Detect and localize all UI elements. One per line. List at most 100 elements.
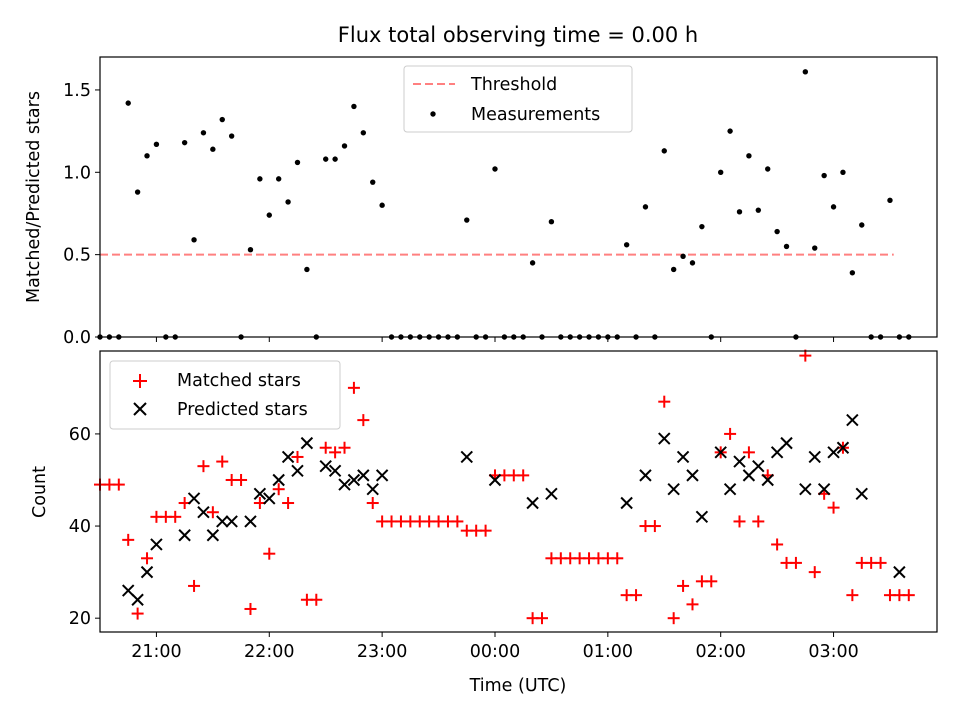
x-tick-label: 01:00	[583, 642, 633, 662]
legend-matched-swatch	[133, 374, 147, 388]
predicted-star-point	[216, 515, 229, 528]
measurement-point	[774, 228, 780, 235]
predicted-star-point	[855, 487, 868, 501]
matched-star-point	[479, 524, 492, 537]
measurement-point	[464, 217, 470, 223]
measurement-point	[304, 266, 310, 273]
x-tick-label: 21:00	[131, 642, 181, 662]
matched-star-point	[808, 566, 821, 579]
measurement-point	[144, 153, 150, 159]
matched-star-point	[319, 441, 332, 454]
predicted-star-point	[620, 496, 633, 510]
predicted-star-point	[526, 496, 539, 510]
measurement-point	[275, 176, 282, 182]
legend-predicted-label: Predicted stars	[177, 400, 308, 420]
measurement-point	[210, 146, 216, 152]
matched-star-point	[658, 395, 671, 408]
measurement-point	[680, 253, 686, 259]
bottom-legend-box	[109, 360, 341, 430]
measurement-point	[332, 156, 338, 162]
measurement-point	[360, 130, 367, 136]
matched-star-point	[799, 349, 812, 362]
measurement-point	[379, 202, 385, 208]
top-y-tick-label: 0.0	[63, 328, 91, 348]
matched-star-point	[677, 579, 690, 592]
matched-star-point	[338, 441, 351, 454]
predicted-star-point	[780, 436, 793, 450]
predicted-star-point	[347, 473, 361, 487]
predicted-star-point	[225, 515, 238, 528]
predicted-star-point	[742, 469, 756, 482]
matched-star-point	[188, 579, 201, 592]
measurement-point	[859, 222, 865, 228]
measurement-point	[285, 199, 291, 205]
measurement-point	[529, 260, 536, 266]
measurement-point	[661, 148, 667, 154]
legend-measurements-label: Measurements	[471, 105, 600, 125]
predicted-star-point	[140, 565, 154, 579]
matched-star-point	[282, 497, 295, 510]
matched-star-point	[536, 612, 549, 625]
predicted-star-point	[545, 487, 558, 501]
predicted-star-point	[667, 482, 680, 496]
measurement-point	[548, 219, 555, 225]
measurement-point	[492, 166, 498, 172]
predicted-star-point	[658, 432, 671, 445]
top-y-tick-label: 0.5	[63, 246, 91, 266]
matched-star-point	[347, 381, 360, 394]
measurement-point	[783, 243, 790, 250]
matched-star-point	[611, 552, 624, 565]
chart-title: Flux total observing time = 0.00 h	[338, 23, 698, 47]
matched-star-point	[752, 515, 765, 528]
bottom-plot-data	[94, 349, 915, 625]
bottom-x-axis-label: Time (UTC)	[469, 676, 567, 696]
predicted-star-point	[357, 469, 370, 482]
matched-star-point	[742, 446, 755, 459]
measurement-point	[153, 141, 160, 147]
matched-star-point	[686, 598, 699, 611]
measurement-point	[689, 260, 696, 266]
matched-star-point	[705, 575, 718, 588]
matched-star-point	[329, 446, 342, 459]
measurement-point	[727, 128, 733, 134]
measurement-point	[755, 207, 762, 213]
matched-star-point	[902, 589, 915, 602]
measurement-point	[341, 143, 348, 149]
bottom-panel: 20 40 60 21:00 22:00 23:00 00:00 01:00 02:00 03:…	[30, 349, 938, 696]
matched-star-point	[291, 450, 304, 463]
predicted-star-point	[375, 469, 389, 482]
measurement-point	[812, 245, 818, 251]
predicted-star-point	[131, 593, 144, 606]
predicted-star-point	[770, 446, 784, 459]
matched-star-point	[517, 469, 530, 482]
top-y-tick-label: 1.5	[63, 81, 91, 101]
measurement-point	[351, 103, 357, 110]
predicted-star-point	[695, 510, 709, 524]
predicted-star-point	[676, 450, 690, 464]
matched-star-point	[263, 547, 276, 560]
predicted-star-point	[827, 446, 840, 459]
matched-star-point	[357, 414, 370, 427]
measurement-point	[266, 212, 272, 218]
matched-star-point	[667, 612, 680, 625]
predicted-star-point	[300, 436, 314, 450]
x-tick-label: 00:00	[470, 642, 520, 662]
matched-star-point	[724, 427, 737, 440]
matched-star-point	[169, 510, 182, 523]
matched-star-point	[771, 538, 784, 551]
predicted-star-point	[799, 482, 812, 496]
top-y-ticks: 0.0 0.5 1.0 1.5	[63, 81, 100, 348]
predicted-star-point	[366, 482, 379, 496]
predicted-star-point	[206, 529, 220, 542]
predicted-star-point	[893, 565, 906, 579]
measurement-point	[134, 189, 141, 195]
top-legend: Threshold Measurements	[403, 65, 633, 133]
measurement-point	[670, 266, 677, 273]
measurement-point	[830, 204, 837, 210]
bottom-plot-frame	[99, 350, 938, 633]
predicted-star-point	[291, 464, 304, 477]
measurement-point	[191, 237, 197, 243]
measurement-point	[642, 204, 649, 210]
predicted-star-point	[639, 469, 652, 482]
top-y-axis-label: Matched/Predicted stars	[24, 91, 44, 303]
